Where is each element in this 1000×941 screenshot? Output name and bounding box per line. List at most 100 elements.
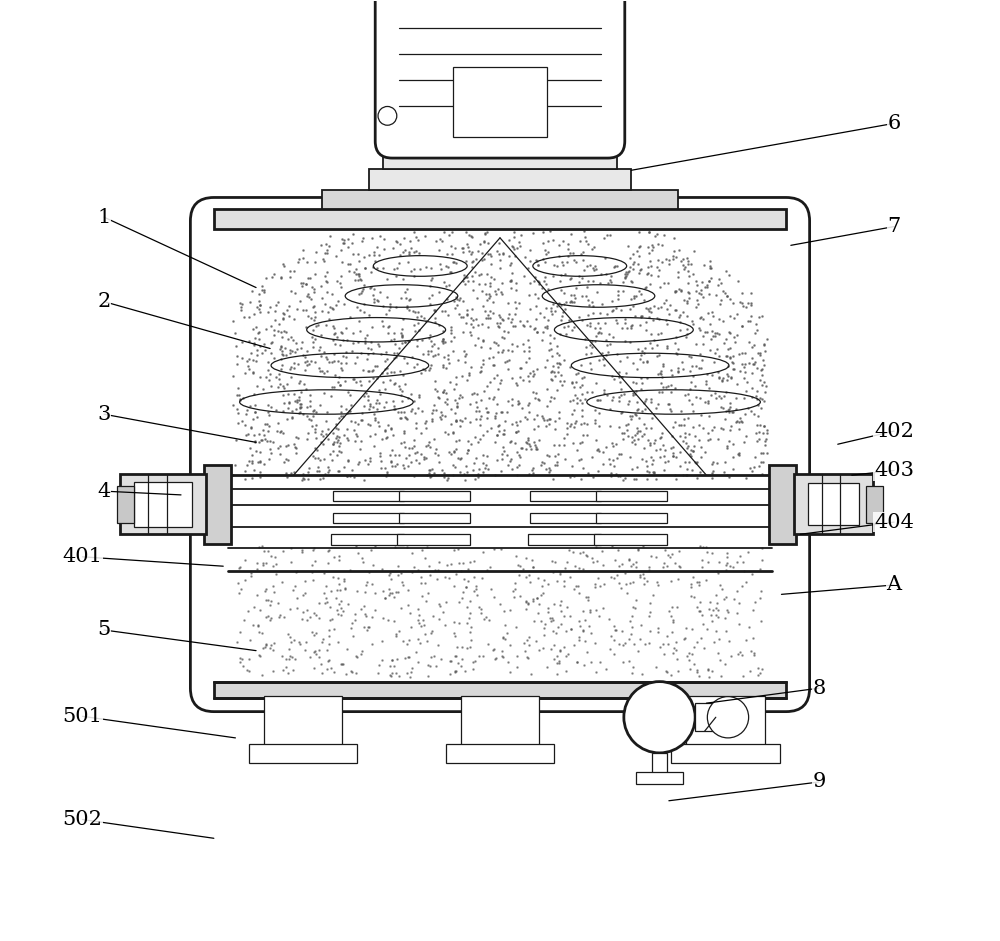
Point [319, 643, 335, 658]
Point [424, 405, 440, 420]
Point [562, 569, 578, 584]
Point [570, 578, 586, 593]
Point [389, 456, 405, 471]
Point [497, 355, 513, 370]
Point [414, 588, 430, 603]
Point [393, 326, 409, 341]
Point [457, 355, 473, 370]
Point [260, 592, 276, 607]
Point [401, 447, 417, 462]
Point [667, 414, 683, 429]
Point [487, 435, 503, 450]
Point [275, 257, 291, 272]
Point [334, 231, 350, 247]
Point [331, 548, 347, 563]
Point [584, 340, 600, 355]
Point [562, 272, 578, 287]
Point [295, 470, 311, 486]
Point [540, 233, 556, 248]
Point [591, 419, 607, 434]
Point [530, 258, 546, 273]
Point [615, 431, 631, 446]
Point [291, 251, 307, 266]
Point [343, 620, 359, 635]
Point [345, 629, 361, 644]
Point [336, 428, 352, 443]
Point [279, 376, 295, 391]
Point [584, 295, 600, 310]
Point [371, 247, 387, 263]
Point [661, 253, 677, 268]
Point [668, 329, 684, 344]
Point [339, 642, 355, 657]
Point [379, 352, 395, 367]
Point [300, 286, 316, 301]
Point [521, 287, 537, 302]
Point [571, 453, 587, 468]
Point [281, 642, 297, 657]
Point [477, 304, 493, 319]
Point [729, 376, 745, 391]
Point [486, 641, 502, 656]
Point [336, 236, 352, 251]
Point [589, 285, 605, 300]
Point [625, 355, 641, 370]
Point [288, 335, 304, 350]
Point [479, 423, 495, 439]
Point [709, 326, 725, 341]
Point [728, 391, 744, 406]
Point [695, 311, 711, 327]
Point [526, 366, 542, 381]
Point [489, 427, 505, 442]
Point [493, 464, 509, 479]
Point [600, 276, 616, 291]
Point [316, 345, 332, 360]
Point [753, 583, 769, 598]
Point [717, 286, 733, 301]
Point [615, 275, 631, 290]
Point [318, 579, 334, 594]
Point [418, 421, 434, 436]
Point [326, 320, 342, 335]
Point [625, 257, 641, 272]
Point [258, 321, 274, 336]
Point [549, 259, 565, 274]
Point [595, 352, 611, 367]
Point [623, 292, 639, 307]
Point [438, 360, 454, 375]
Point [477, 277, 493, 292]
Point [517, 249, 533, 264]
Point [235, 659, 251, 674]
Point [357, 261, 373, 276]
Point [275, 662, 291, 678]
Point [316, 365, 332, 380]
Point [731, 422, 747, 437]
Point [509, 444, 525, 459]
Point [549, 455, 565, 470]
Point [354, 412, 370, 427]
Point [671, 544, 687, 559]
Point [417, 575, 433, 590]
Point [676, 293, 692, 308]
Point [734, 319, 750, 334]
Point [306, 645, 322, 660]
Point [462, 639, 478, 654]
Point [376, 231, 392, 247]
Point [719, 550, 735, 565]
Point [278, 651, 294, 666]
Point [447, 663, 463, 678]
Point [538, 247, 554, 262]
Point [473, 363, 489, 378]
Point [594, 544, 610, 559]
Point [553, 616, 569, 631]
Point [271, 366, 287, 381]
Point [573, 247, 589, 262]
Point [512, 360, 528, 375]
Point [657, 455, 673, 470]
Point [729, 413, 745, 428]
Point [634, 404, 650, 419]
Point [289, 564, 305, 579]
Point [458, 346, 474, 361]
Point [345, 372, 361, 387]
Point [466, 553, 482, 568]
